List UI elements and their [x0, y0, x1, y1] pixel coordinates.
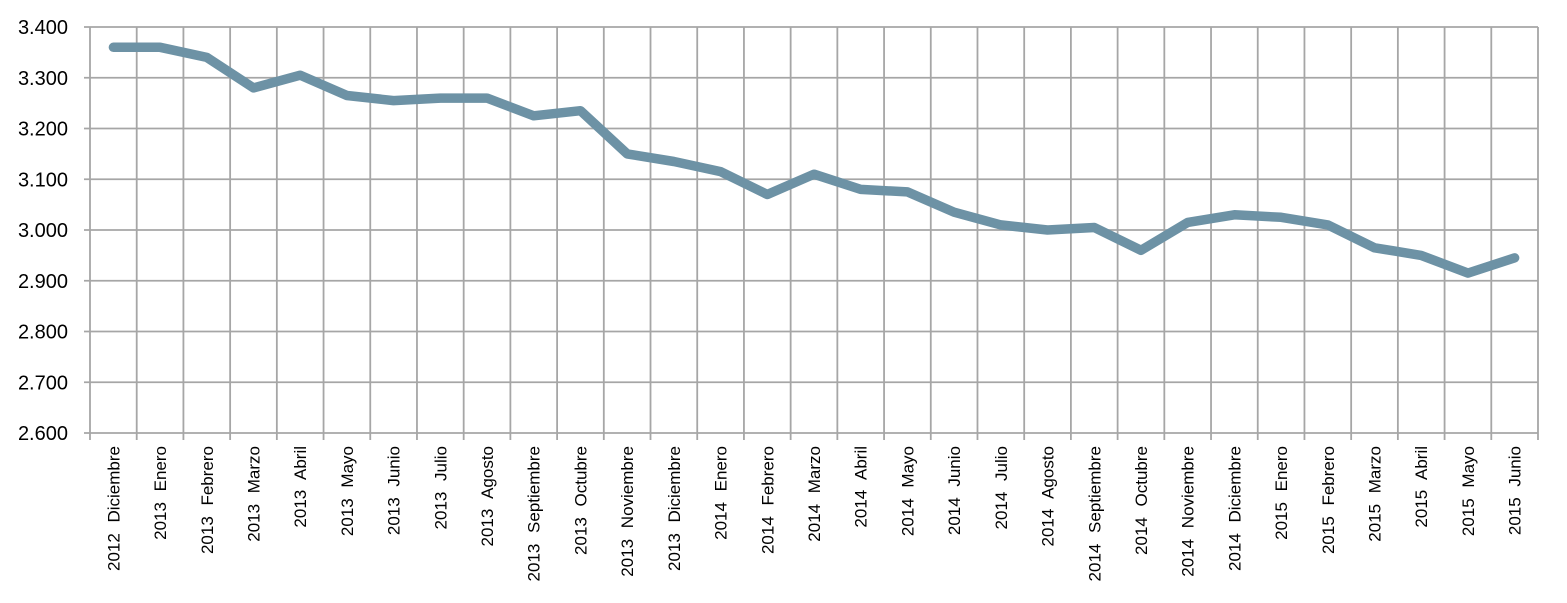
y-axis-label: 2.800: [18, 322, 68, 344]
x-axis-label: 2013 Mayo: [338, 446, 357, 536]
y-axis-label: 2.600: [18, 423, 68, 445]
y-axis-label: 3.300: [18, 68, 68, 90]
x-axis-label: 2014 Julio: [992, 446, 1011, 529]
x-axis-label: 2013 Septiembre: [525, 446, 544, 581]
x-axis-label: 2013 Octubre: [571, 446, 590, 555]
x-axis-label: 2015 Junio: [1506, 446, 1525, 535]
x-axis-label: 2013 Febrero: [198, 446, 217, 554]
x-axis-label: 2014 Octubre: [1132, 446, 1151, 555]
horizontal-gridlines: [84, 26, 1538, 434]
y-axis-label: 3.400: [18, 17, 68, 39]
x-axis-label: 2014 Enero: [712, 446, 731, 540]
y-axis-labels: 2.600 2.700 2.800 2.900 3.000 3.100 3.200 3.300…: [18, 17, 68, 445]
x-axis-label: 2013 Agosto: [478, 446, 497, 546]
x-axis-label: 2013 Julio: [431, 446, 450, 529]
vertical-gridlines: [89, 27, 1539, 440]
x-axis-label: 2014 Febrero: [758, 446, 777, 554]
x-axis-label: 2012 Diciembre: [104, 446, 123, 571]
x-axis-label: 2014 Abril: [852, 446, 871, 528]
y-axis-label: 2.700: [18, 372, 68, 394]
series-line: [108, 42, 1520, 278]
x-axis-label: 2014 Junio: [945, 446, 964, 535]
x-axis-label: 2013 Enero: [151, 446, 170, 540]
x-axis-label: 2013 Diciembre: [665, 446, 684, 571]
x-axis-label: 2015 Enero: [1272, 446, 1291, 540]
x-axis-label: 2015 Mayo: [1459, 446, 1478, 536]
y-axis-label: 3.100: [18, 169, 68, 191]
x-axis-label: 2013 Noviembre: [618, 446, 637, 577]
x-axis-label: 2014 Marzo: [805, 446, 824, 542]
x-axis-label: 2014 Agosto: [1039, 446, 1058, 546]
x-axis-label: 2013 Marzo: [244, 446, 263, 542]
x-axis-label: 2014 Septiembre: [1085, 446, 1104, 581]
x-axis-label: 2015 Abril: [1412, 446, 1431, 528]
y-axis-label: 3.000: [18, 220, 68, 242]
data-series: [108, 42, 1520, 278]
x-axis-label: 2014 Noviembre: [1179, 446, 1198, 577]
x-axis-label: 2015 Febrero: [1319, 446, 1338, 554]
x-axis-labels: 2012 Diciembre 2013 Enero 2013 Febrero 2013…: [104, 446, 1524, 581]
y-axis-label: 2.900: [18, 271, 68, 293]
x-axis-label: 2013 Abril: [291, 446, 310, 528]
x-axis-label: 2013 Junio: [385, 446, 404, 535]
y-axis-label: 3.200: [18, 119, 68, 141]
x-axis-label: 2014 Diciembre: [1225, 446, 1244, 571]
x-axis-label: 2014 Mayo: [898, 446, 917, 536]
x-axis-label: 2015 Marzo: [1366, 446, 1385, 542]
